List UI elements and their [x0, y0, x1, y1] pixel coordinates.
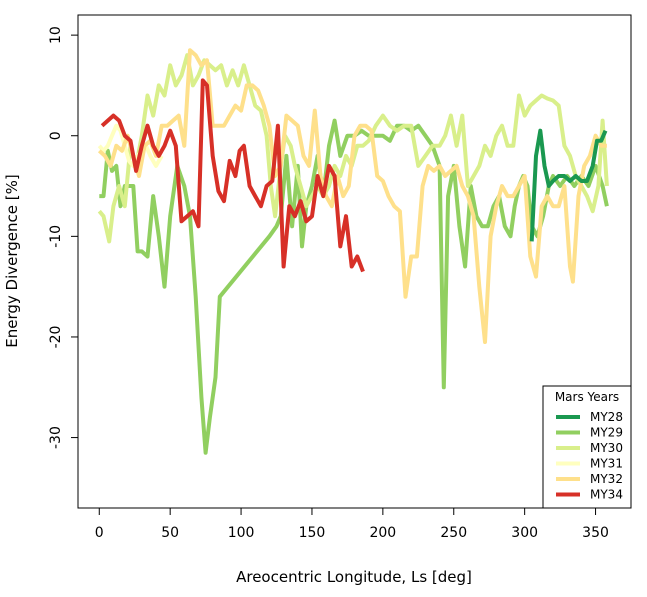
x-tick-label: 100 — [228, 525, 255, 541]
y-tick-label: -20 — [48, 326, 64, 349]
x-tick-label: 50 — [161, 525, 179, 541]
x-tick-label: 150 — [299, 525, 326, 541]
series-layer — [97, 48, 609, 455]
x-tick-label: 350 — [582, 525, 609, 541]
x-axis-title: Areocentric Longitude, Ls [deg] — [236, 568, 472, 586]
y-tick-label: 10 — [48, 26, 64, 44]
legend-label-my32: MY32 — [590, 472, 623, 486]
y-tick-label: -10 — [48, 225, 64, 248]
series-line-my28 — [529, 128, 608, 242]
series-line-my34 — [100, 78, 365, 273]
series-line-my29 — [99, 118, 609, 455]
series-line-my30 — [97, 53, 609, 244]
y-axis: -30 -20 -10 0 10 — [48, 26, 79, 449]
x-tick-label: 0 — [95, 525, 104, 541]
y-tick-label: 0 — [48, 131, 64, 140]
series-line-my32 — [97, 48, 607, 344]
legend-label-my31: MY31 — [590, 457, 623, 471]
series-line-my31 — [97, 123, 164, 168]
x-tick-label: 200 — [369, 525, 396, 541]
legend-label-my28: MY28 — [590, 410, 623, 424]
y-tick-label: -30 — [48, 426, 64, 449]
x-tick-label: 300 — [511, 525, 538, 541]
x-tick-label: 250 — [440, 525, 467, 541]
legend-label-my29: MY29 — [590, 426, 623, 440]
legend-title: Mars Years — [555, 390, 619, 404]
legend-label-my34: MY34 — [590, 488, 623, 502]
y-axis-title: Energy Divergence [%] — [3, 174, 21, 347]
legend-label-my30: MY30 — [590, 441, 623, 455]
x-axis: 0 50 100 150 200 250 300 350 — [95, 507, 609, 541]
